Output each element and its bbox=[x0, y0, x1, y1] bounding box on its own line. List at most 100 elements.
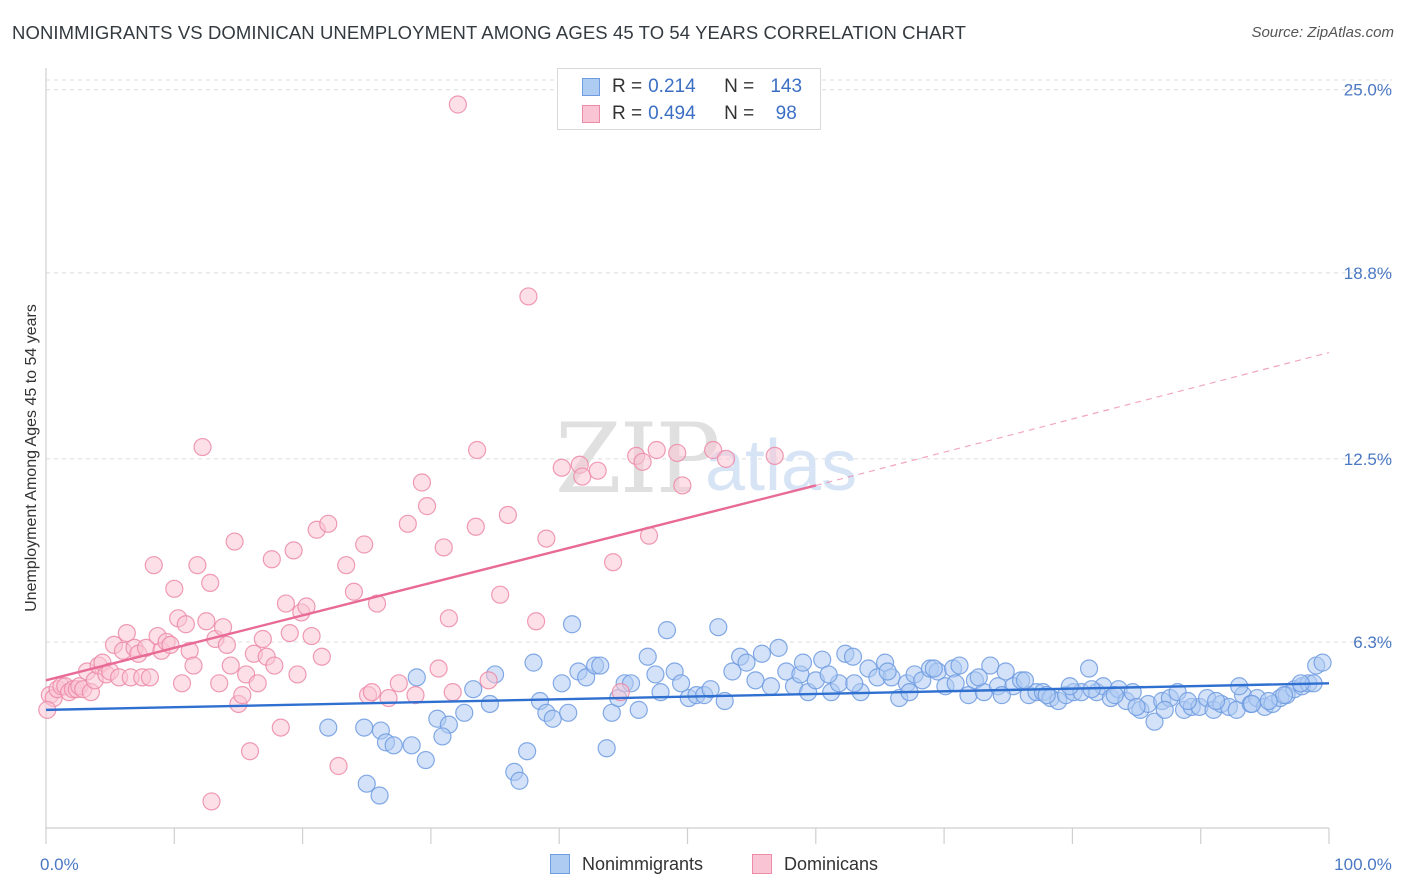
data-point bbox=[646, 665, 665, 684]
legend-item-dominicans: Dominicans bbox=[752, 852, 878, 876]
x-tick-labels: 0.0% 100.0% bbox=[40, 855, 1392, 874]
data-point bbox=[319, 718, 338, 737]
data-point bbox=[491, 585, 510, 604]
data-point bbox=[434, 538, 453, 557]
data-point bbox=[562, 615, 582, 634]
legend-swatch-dominicans bbox=[752, 854, 772, 874]
data-point bbox=[455, 703, 474, 722]
data-point bbox=[588, 461, 607, 480]
data-point bbox=[716, 449, 736, 468]
data-point bbox=[406, 686, 425, 705]
y-tick-label: 6.3% bbox=[1353, 633, 1392, 652]
chart-title: NONIMMIGRANTS VS DOMINICAN UNEMPLOYMENT … bbox=[12, 22, 967, 43]
data-point bbox=[723, 662, 742, 681]
data-point bbox=[480, 694, 500, 714]
trend-lines bbox=[45, 351, 1330, 712]
data-point bbox=[439, 609, 458, 628]
series-nonimmigrants bbox=[319, 615, 1332, 805]
data-point bbox=[1037, 686, 1056, 705]
data-point bbox=[647, 440, 666, 460]
data-point bbox=[188, 556, 207, 575]
data-point bbox=[737, 653, 756, 672]
data-point bbox=[537, 529, 556, 548]
data-point bbox=[793, 653, 813, 672]
data-point bbox=[518, 742, 537, 761]
data-point bbox=[709, 618, 728, 637]
x-tick-label: 0.0% bbox=[40, 855, 79, 874]
data-point bbox=[950, 656, 969, 675]
watermark: ZIP atlas bbox=[555, 403, 857, 515]
data-point bbox=[467, 440, 487, 460]
data-point bbox=[429, 659, 448, 678]
data-point bbox=[221, 656, 240, 675]
data-point bbox=[1242, 694, 1262, 714]
legend-swatch-nonimmigrants bbox=[550, 854, 570, 874]
data-points bbox=[38, 95, 1332, 811]
data-point bbox=[412, 473, 432, 492]
data-point bbox=[746, 671, 765, 690]
data-point bbox=[704, 440, 723, 460]
y-tick-labels: 6.3% 12.5% 18.8% 25.0% bbox=[1344, 81, 1392, 652]
data-point bbox=[276, 594, 296, 613]
data-point bbox=[329, 756, 348, 776]
data-point bbox=[355, 718, 374, 737]
data-point bbox=[765, 446, 784, 466]
data-point bbox=[752, 644, 772, 663]
data-point bbox=[355, 535, 374, 554]
data-point bbox=[878, 662, 897, 681]
data-point bbox=[302, 626, 321, 646]
data-point bbox=[1155, 700, 1174, 719]
data-point bbox=[433, 727, 452, 746]
data-point bbox=[280, 623, 299, 643]
legend-n-label: N = bbox=[724, 76, 755, 97]
data-point bbox=[633, 452, 652, 471]
legend-label-dominicans: Dominicans bbox=[784, 853, 879, 874]
data-point bbox=[591, 656, 610, 675]
data-point bbox=[407, 668, 426, 687]
data-point bbox=[543, 709, 562, 728]
data-point bbox=[629, 700, 648, 719]
data-point bbox=[144, 556, 163, 575]
data-point bbox=[1127, 697, 1146, 717]
data-point bbox=[996, 662, 1015, 681]
data-point bbox=[527, 612, 546, 631]
legend-r-label: R = bbox=[612, 103, 643, 124]
data-point bbox=[416, 750, 435, 770]
data-point bbox=[657, 621, 677, 640]
data-point bbox=[519, 287, 538, 306]
data-point bbox=[202, 792, 221, 811]
data-point bbox=[552, 674, 571, 693]
data-point bbox=[464, 680, 483, 699]
data-point bbox=[402, 736, 421, 755]
legend-swatch-dominicans bbox=[582, 105, 600, 123]
legend-r-value: 0.494 bbox=[648, 103, 696, 124]
data-point bbox=[225, 532, 244, 551]
legend-r-label: R = bbox=[612, 76, 643, 97]
trend-line-dominicans bbox=[45, 484, 817, 682]
data-point bbox=[819, 665, 838, 684]
data-point bbox=[443, 683, 462, 702]
data-point bbox=[1274, 686, 1294, 705]
data-point bbox=[573, 467, 592, 486]
data-point bbox=[448, 95, 467, 114]
y-tick-label: 25.0% bbox=[1344, 81, 1392, 100]
data-point bbox=[611, 683, 630, 702]
trend-line-nonimmigrants bbox=[45, 682, 1330, 712]
data-point bbox=[248, 674, 267, 693]
data-point bbox=[384, 736, 403, 755]
data-point bbox=[165, 579, 184, 598]
data-point bbox=[201, 573, 220, 592]
data-point bbox=[769, 638, 788, 657]
data-point bbox=[498, 505, 517, 525]
source-credit: Source: ZipAtlas.com bbox=[1251, 24, 1394, 41]
data-point bbox=[312, 647, 331, 666]
data-point bbox=[1178, 691, 1197, 711]
data-point bbox=[1105, 686, 1124, 705]
data-point bbox=[389, 674, 408, 693]
data-point bbox=[370, 786, 389, 805]
data-point bbox=[176, 615, 195, 634]
y-tick-label: 12.5% bbox=[1344, 450, 1392, 469]
data-point bbox=[210, 674, 229, 693]
legend-n-value: 143 bbox=[770, 76, 803, 97]
data-point bbox=[184, 656, 203, 675]
